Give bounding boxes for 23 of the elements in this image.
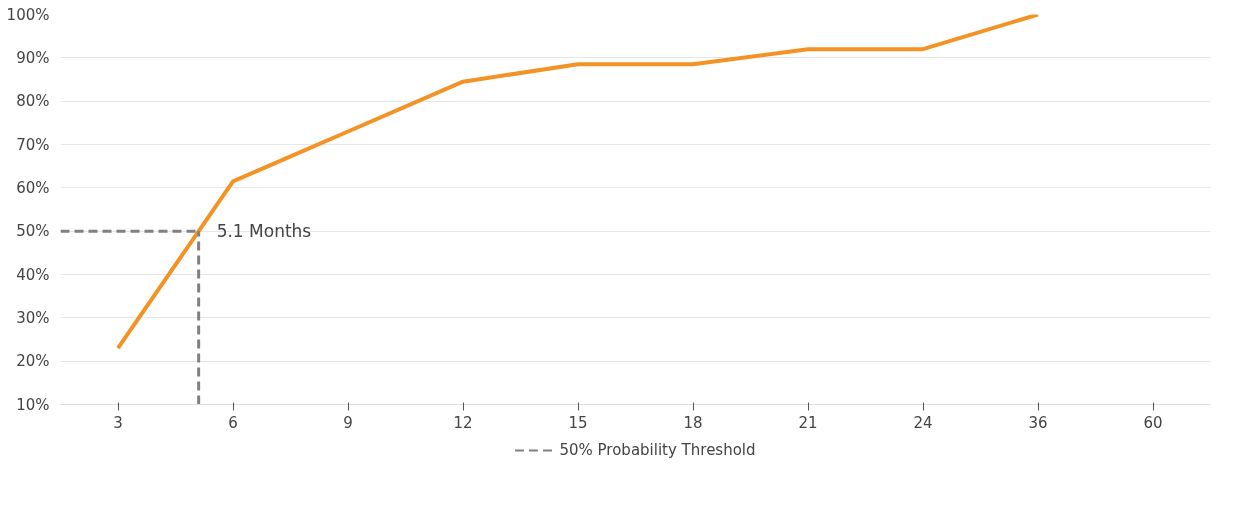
- y-tick-label: 60%: [16, 178, 50, 197]
- y-tick-label: 80%: [16, 92, 50, 111]
- x-tick-label: 18: [683, 413, 703, 432]
- legend-label: 50% Probability Threshold: [559, 441, 756, 459]
- y-tick-label: 100%: [6, 5, 50, 24]
- x-tick-label: 60: [1143, 413, 1163, 432]
- y-tick-label: 20%: [16, 352, 50, 371]
- x-tick-label: 12: [453, 413, 473, 432]
- y-tick-label: 50%: [16, 222, 50, 241]
- x-tick-label: 3: [113, 413, 123, 432]
- x-tick-label: 36: [1028, 413, 1048, 432]
- y-tick-label: 70%: [16, 135, 50, 154]
- y-tick-label: 40%: [16, 265, 50, 284]
- x-tick-label: 6: [228, 413, 238, 432]
- x-tick-label: 24: [913, 413, 933, 432]
- line-series: [116, 14, 1040, 351]
- y-tick-label: 90%: [16, 48, 50, 67]
- x-tick-label: 9: [343, 413, 353, 432]
- x-tick-label: 15: [568, 413, 588, 432]
- x-tick-label: 21: [798, 413, 818, 432]
- annotation: 5.1 Months: [216, 221, 312, 242]
- y-tick-label: 10%: [16, 395, 50, 414]
- y-tick-label: 30%: [16, 308, 50, 327]
